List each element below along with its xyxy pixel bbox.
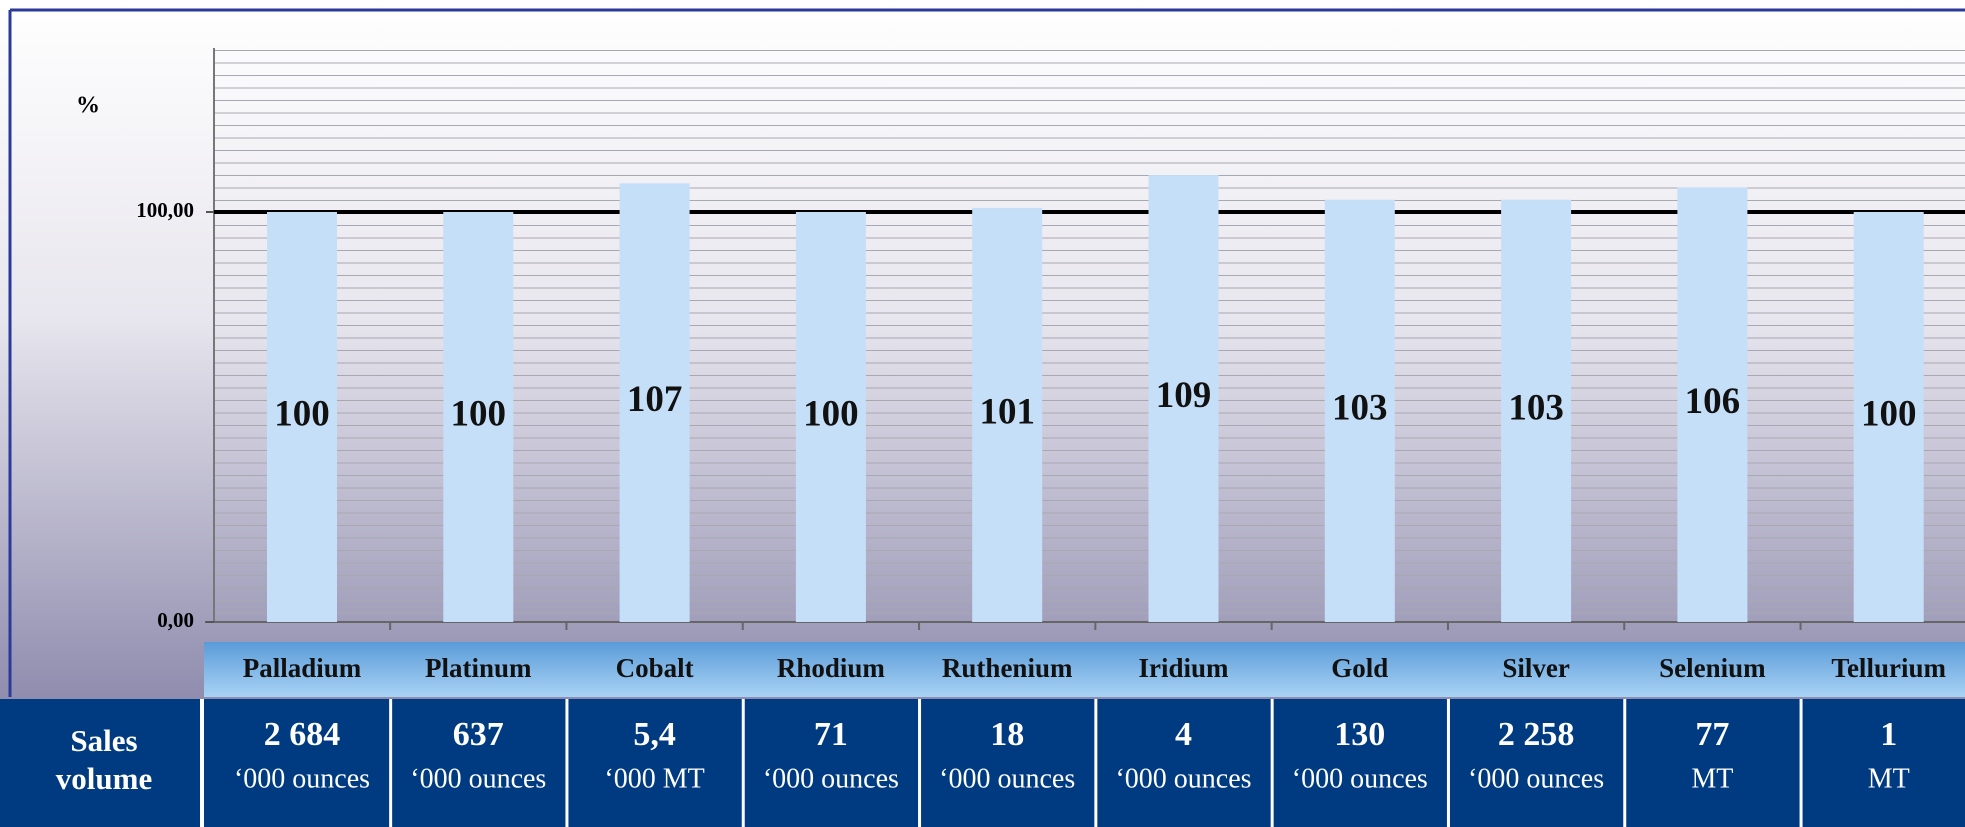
row-label: Sales volume	[56, 723, 152, 796]
sales-amount: 77	[1695, 716, 1729, 753]
x-tick-label: Cobalt	[616, 653, 694, 683]
table-cell	[1626, 699, 1800, 827]
table-cell	[204, 699, 390, 827]
table-cell	[1449, 699, 1624, 827]
y-axis-label: %	[76, 93, 100, 119]
sales-amount: 71	[814, 716, 848, 753]
sales-amount: 18	[990, 716, 1024, 753]
bar	[1324, 199, 1395, 622]
x-tick-label: Palladium	[243, 653, 362, 683]
x-tick-label: Gold	[1331, 653, 1388, 683]
bar	[267, 212, 337, 622]
value-label: 100	[451, 393, 507, 434]
value-label: 100	[1861, 393, 1917, 434]
bar	[795, 212, 866, 622]
sales-unit: ‘000 ounces	[939, 763, 1075, 794]
x-tick-label: Silver	[1502, 653, 1570, 683]
sales-amount: 2 684	[264, 716, 341, 753]
y-tick-label: 0,00	[157, 608, 194, 632]
table-cell	[921, 699, 1095, 827]
x-tick-label: Iridium	[1138, 653, 1229, 683]
sales-unit: ‘000 ounces	[1292, 763, 1428, 794]
bar	[1148, 175, 1219, 622]
value-label: 106	[1685, 381, 1741, 422]
sales-unit: ‘000 ounces	[1468, 763, 1604, 794]
sales-amount: 2 258	[1498, 716, 1575, 753]
sales-unit: ‘000 ounces	[410, 763, 546, 794]
category-band	[204, 642, 1965, 697]
table-cell	[392, 699, 566, 827]
value-label: 103	[1332, 387, 1388, 428]
value-label: 101	[979, 391, 1035, 432]
bar	[1677, 187, 1748, 622]
x-tick-label: Platinum	[425, 653, 532, 683]
table-cell	[568, 699, 742, 827]
sales-unit: ‘000 ounces	[763, 763, 899, 794]
sales-amount: 130	[1334, 716, 1385, 753]
sales-amount: 4	[1175, 716, 1192, 753]
table-cell	[744, 699, 919, 827]
table-cell	[1097, 699, 1271, 827]
y-tick-label: 100,00	[136, 198, 194, 222]
bar	[1501, 199, 1572, 622]
sales-amount: 5,4	[633, 716, 676, 753]
bar	[619, 183, 690, 623]
x-tick-label: Ruthenium	[942, 653, 1073, 683]
value-label: 100	[274, 393, 330, 434]
value-label: 107	[627, 379, 683, 420]
bar	[972, 207, 1043, 622]
sales-unit: MT	[1868, 763, 1910, 794]
x-tick-label: Rhodium	[777, 653, 886, 683]
table-header-cell	[0, 699, 200, 827]
value-label: 103	[1508, 387, 1564, 428]
bar	[1853, 212, 1924, 622]
x-tick-label: Tellurium	[1831, 653, 1946, 683]
table-cell	[1273, 699, 1447, 827]
sales-unit: ‘000 ounces	[1115, 763, 1251, 794]
sales-unit: ‘000 ounces	[234, 763, 370, 794]
sales-unit: MT	[1691, 763, 1733, 794]
table-cell	[1802, 699, 1965, 827]
bar	[443, 212, 514, 622]
sales-amount: 637	[453, 716, 504, 753]
x-tick-label: Selenium	[1659, 653, 1766, 683]
value-label: 109	[1156, 375, 1212, 416]
sales-amount: 1	[1880, 716, 1897, 753]
value-label: 100	[803, 393, 859, 434]
sales-unit: ‘000 MT	[604, 763, 704, 794]
